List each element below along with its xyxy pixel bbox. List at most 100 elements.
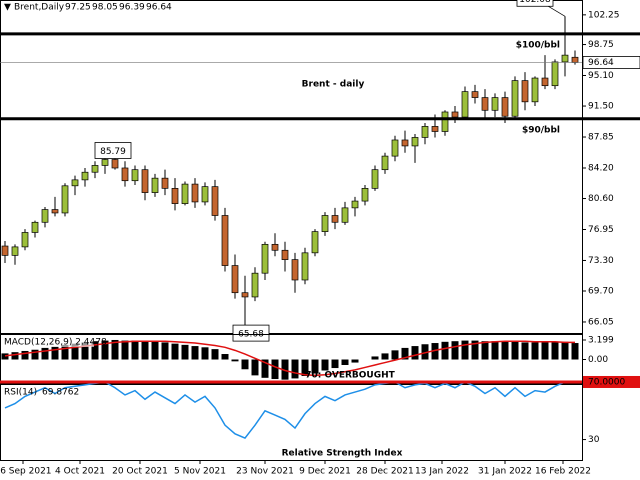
- candle-body: [141, 169, 149, 193]
- macd-bar: [221, 354, 229, 360]
- x-tick-label: 16 Feb 2022: [535, 467, 591, 477]
- macd-bar: [91, 341, 99, 360]
- price-level-label: $100/bbl: [516, 40, 560, 50]
- candle-body: [191, 183, 199, 203]
- candle-body: [571, 56, 579, 63]
- candle-body: [341, 207, 349, 223]
- y-tick-label: 84.20: [588, 163, 614, 173]
- candle-body: [561, 54, 569, 63]
- y-tick-label: 3.199: [588, 335, 614, 345]
- candle-body: [291, 259, 299, 281]
- macd-bar: [271, 359, 279, 380]
- candle-body: [551, 61, 559, 87]
- macd-bar: [231, 359, 239, 362]
- candle-body: [221, 215, 229, 266]
- candle-body: [521, 80, 529, 103]
- x-tick-label: 9 Dec 2021: [299, 467, 351, 477]
- panel-label: MACD(12,26,9) 2.4478: [4, 338, 107, 348]
- macd-bar: [171, 343, 179, 360]
- y-tick-label: 73.30: [588, 256, 614, 266]
- x-tick-label: 20 Oct 2021: [112, 467, 168, 477]
- x-tick-label: 28 Dec 2021: [356, 467, 414, 477]
- candle-body: [121, 167, 129, 182]
- header-high: 98.05: [92, 3, 118, 13]
- macd-bar: [101, 340, 109, 360]
- macd-bar: [511, 341, 519, 360]
- macd-bar: [391, 350, 399, 360]
- macd-bar: [131, 340, 139, 360]
- candle-body: [321, 215, 329, 232]
- macd-bar: [241, 359, 249, 370]
- annotation-label: 102.08: [519, 0, 551, 5]
- candle-body: [241, 292, 249, 298]
- annotation-box: [516, 0, 554, 7]
- macd-bar: [31, 349, 39, 360]
- macd-bar: [111, 339, 119, 360]
- current-price-label: 96.64: [588, 58, 614, 68]
- candle-body: [381, 155, 389, 171]
- y-tick-label: 70.0000: [588, 377, 625, 387]
- y-tick-label: 102.25: [588, 10, 620, 20]
- candle-body: [31, 221, 39, 233]
- candle-body: [501, 97, 509, 117]
- macd-bar: [441, 341, 449, 360]
- x-tick-label: 16 Sep 2021: [0, 467, 52, 477]
- candle-body: [181, 183, 189, 204]
- candle-body: [271, 243, 279, 251]
- header-low: 96.39: [119, 3, 145, 13]
- macd-bar: [191, 346, 199, 360]
- macd-bar: [121, 340, 129, 360]
- candle-body: [201, 186, 209, 203]
- candle-body: [1, 245, 9, 256]
- macd-bar: [341, 359, 349, 365]
- price-level-label: $90/bbl: [522, 125, 560, 135]
- panel-frame: [0, 0, 583, 334]
- candle-body: [531, 77, 539, 103]
- macd-bar: [151, 341, 159, 360]
- macd-bar: [331, 359, 339, 369]
- candle-body: [301, 252, 309, 281]
- macd-bar: [431, 343, 439, 360]
- annotation-label: 85.79: [100, 147, 126, 157]
- header-symbol: Brent,Daily: [14, 3, 65, 13]
- header-arrow: ▼: [4, 3, 11, 13]
- candle-body: [311, 231, 319, 254]
- candle-body: [511, 80, 519, 117]
- candle-body: [471, 91, 479, 98]
- candle-body: [21, 232, 29, 248]
- candle-body: [431, 126, 439, 132]
- candle-body: [151, 177, 159, 193]
- macd-bar: [401, 347, 409, 360]
- chart-title: Brent - daily: [302, 80, 365, 90]
- candle-body: [351, 200, 359, 209]
- macd-bar: [321, 359, 329, 371]
- macd-bar: [251, 359, 259, 376]
- panel-label-bg: [2, 336, 94, 347]
- macd-bar: [571, 343, 579, 360]
- macd-bar: [261, 359, 269, 378]
- macd-bar: [61, 344, 69, 360]
- macd-bar: [521, 342, 529, 360]
- y-tick-label: 87.85: [588, 133, 614, 143]
- y-tick-label: 98.75: [588, 40, 614, 50]
- candle-body: [101, 159, 109, 166]
- macd-bar: [81, 342, 89, 360]
- macd-bar: [541, 342, 549, 360]
- y-tick-label: 91.50: [588, 102, 614, 112]
- overbought-label: 70: OVERBOUGHT: [305, 370, 395, 380]
- macd-bar: [201, 347, 209, 360]
- panel-subtitle: Relative Strength Index: [282, 449, 403, 459]
- candle-body: [371, 169, 379, 189]
- candle-body: [211, 186, 219, 216]
- candle-body: [361, 187, 369, 202]
- candle-body: [91, 165, 99, 173]
- macd-bar: [1, 353, 9, 360]
- macd-bar: [351, 359, 359, 363]
- panel-frame: [0, 384, 583, 461]
- candle-body: [161, 177, 169, 189]
- macd-bar: [381, 353, 389, 360]
- macd-bar: [561, 341, 569, 360]
- candle-body: [51, 209, 59, 214]
